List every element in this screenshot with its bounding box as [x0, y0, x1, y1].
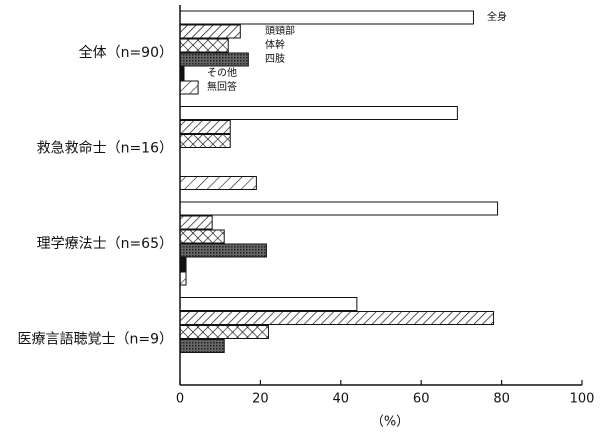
x-tick-label: 60: [413, 392, 430, 407]
bar: [179, 201, 499, 216]
bar: [179, 339, 225, 353]
bar: [179, 257, 187, 272]
bar: [179, 134, 231, 148]
bar: [179, 311, 495, 325]
series-label: 四肢: [265, 52, 285, 65]
series-label: 頭頸部: [265, 24, 295, 37]
x-tick-label: 100: [570, 392, 595, 407]
bar: [179, 176, 257, 190]
x-tick-label: 80: [493, 392, 510, 407]
x-axis-label: （%）: [371, 415, 409, 430]
series-label: その他: [207, 66, 237, 79]
bar: [179, 243, 267, 258]
x-tick-label: 20: [252, 392, 269, 407]
category-label: 医療言語聴覚士（n=9）: [17, 331, 173, 348]
series-label: 無回答: [207, 80, 237, 93]
series-label: 体幹: [265, 38, 285, 51]
bar: [179, 297, 358, 311]
bar: [179, 120, 231, 134]
x-tick-label: 40: [333, 392, 350, 407]
bar: [179, 38, 229, 53]
bar: [179, 106, 458, 120]
bar: [179, 10, 474, 25]
bar: [179, 52, 249, 67]
category-label: 全体（n=90）: [79, 44, 173, 61]
series-label: 全身: [487, 10, 507, 23]
bar: [179, 80, 199, 95]
category-label: 理学療法士（n=65）: [37, 235, 173, 252]
bar: [179, 271, 187, 286]
category-label: 救急救命士（n=16）: [37, 140, 173, 157]
bar: [179, 229, 225, 244]
bar: [179, 215, 213, 230]
bar: [179, 325, 269, 339]
x-tick-label: 0: [176, 392, 184, 407]
bar: [179, 24, 241, 39]
